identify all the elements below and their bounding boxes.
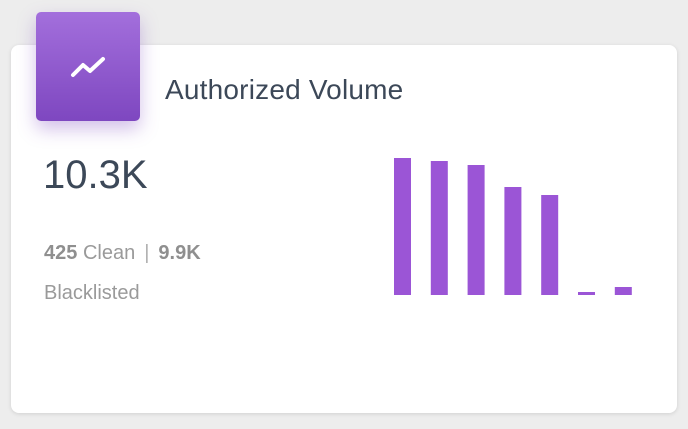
chart-bar xyxy=(430,161,448,295)
blacklisted-label: Blacklisted xyxy=(44,282,140,304)
clean-label: Clean xyxy=(82,242,136,264)
chart-bar xyxy=(578,292,595,295)
stat-separator: | xyxy=(144,242,150,264)
chart-bar xyxy=(467,165,485,295)
volume-bar-chart xyxy=(394,158,632,295)
trending-up-icon xyxy=(71,56,105,77)
volume-breakdown: 425 Clean | 9.9K Blacklisted xyxy=(44,233,254,313)
chart-bar xyxy=(614,287,632,295)
chart-bar xyxy=(541,195,559,295)
card-title: Authorized Volume xyxy=(165,74,404,105)
card-icon-tile xyxy=(36,12,140,121)
chart-bar xyxy=(394,158,411,295)
chart-bar xyxy=(504,187,522,295)
total-volume-value: 10.3K xyxy=(43,153,148,197)
clean-count: 425 xyxy=(44,242,78,264)
blacklisted-count: 9.9K xyxy=(158,242,201,264)
